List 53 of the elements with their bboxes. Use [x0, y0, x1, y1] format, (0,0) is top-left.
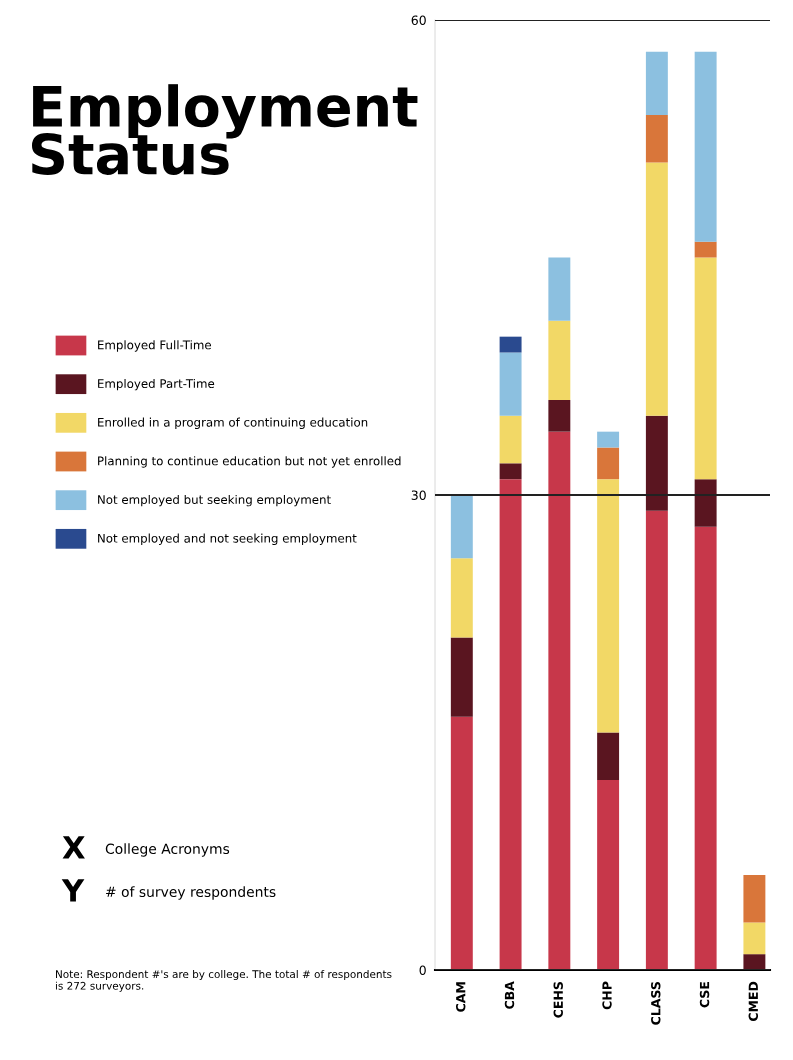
legend-label: Not employed and not seeking employment: [98, 533, 357, 545]
y-tick-label: 0: [419, 965, 426, 975]
bar: [499, 463, 522, 480]
bar: [499, 336, 522, 353]
bar: [597, 780, 620, 970]
bar: [499, 352, 522, 416]
bar: [499, 479, 522, 970]
bar: [694, 526, 717, 970]
bar: [694, 241, 717, 258]
bar: [548, 431, 571, 970]
x-tick-label: CLASS: [651, 982, 661, 1025]
bar: [694, 479, 717, 527]
bar: [450, 558, 473, 638]
bar: [450, 637, 473, 717]
x-tick-label: CEHS: [553, 982, 563, 1018]
y-tick-label: 60: [411, 15, 426, 25]
bar: [645, 415, 668, 511]
text: Note: Respondent #'s are by college. The total # of respondents is 272 surveyors.: [55, 970, 392, 992]
x-tick-label: CSE: [699, 982, 710, 1008]
legend-label: Not employed but seeking employment: [98, 494, 331, 507]
bar: [499, 415, 522, 464]
legend-label: Employed Full-Time: [98, 340, 212, 352]
text: Y: [61, 879, 85, 902]
bar: [645, 162, 668, 416]
bar: [548, 257, 571, 321]
bar: [645, 510, 668, 970]
bar: [645, 51, 668, 115]
bar: [450, 495, 473, 559]
bar: [645, 115, 668, 163]
text: X: [62, 836, 85, 859]
bar: [548, 400, 571, 432]
text: Employment Status: [31, 84, 418, 176]
text: # of survey respondents: [106, 886, 276, 900]
y-tick-label: 30: [411, 490, 426, 500]
bar: [743, 954, 766, 970]
bar: [694, 51, 717, 242]
bar: [597, 431, 620, 448]
x-tick-label: CBA: [504, 981, 515, 1009]
bar: [548, 320, 571, 400]
legend-label: Enrolled in a program of continuing education: [98, 417, 368, 429]
bar: [597, 479, 620, 733]
bar: [694, 257, 717, 480]
x-tick-label: CMED: [748, 981, 759, 1022]
x-tick-label: CAM: [455, 982, 466, 1012]
bar: [743, 875, 766, 923]
bar: [597, 447, 620, 480]
text: College Acronyms: [105, 843, 230, 857]
bar: [743, 922, 766, 955]
legend-label: Employed Part-Time: [98, 378, 215, 391]
legend-label: Planning to continue education but not yet enrolled: [98, 456, 401, 468]
x-tick-label: CHP: [602, 981, 612, 1010]
bar: [597, 732, 620, 780]
bar: [450, 716, 473, 970]
